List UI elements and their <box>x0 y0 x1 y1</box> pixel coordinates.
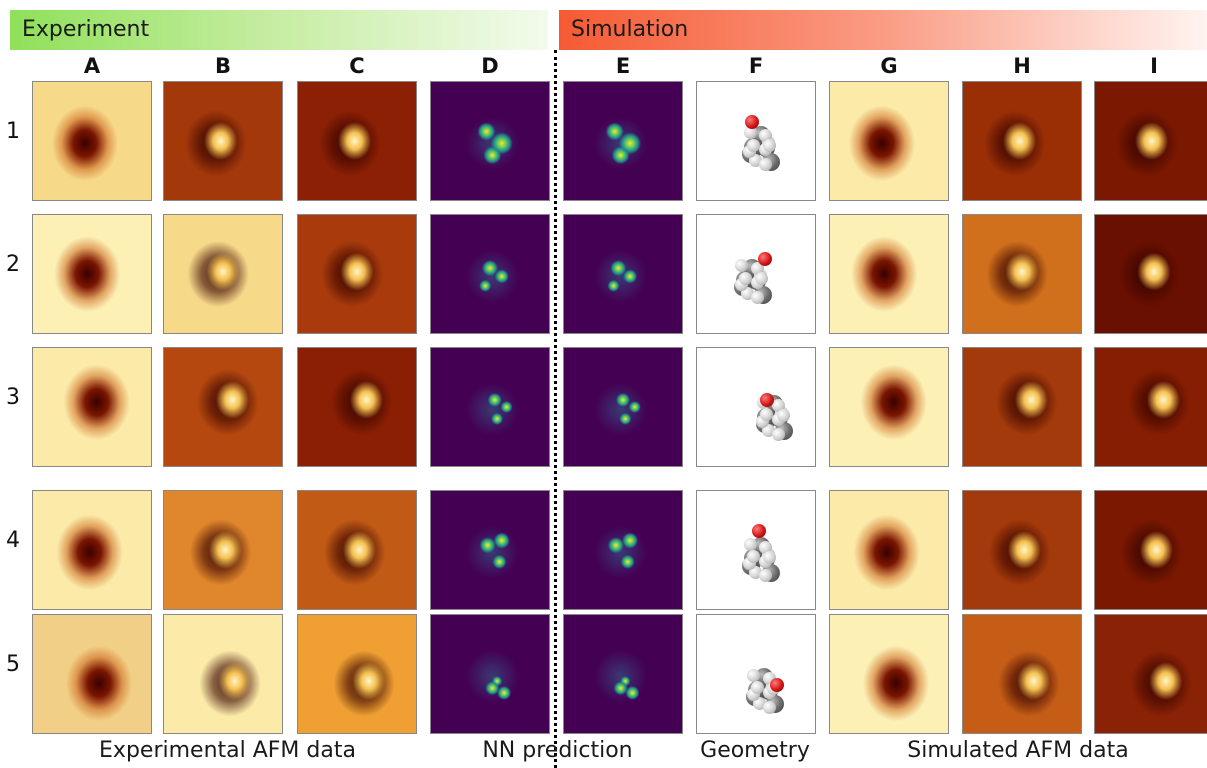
footer-experimental-afm: Experimental AFM data <box>99 738 356 763</box>
hydrogen-atom <box>759 540 773 554</box>
tile-d1 <box>430 81 550 201</box>
footer-nn-prediction: NN prediction <box>482 738 633 763</box>
hydrogen-atom <box>738 271 752 285</box>
hydrogen-atom <box>750 290 764 304</box>
column-label-d: D <box>481 54 499 78</box>
tile-e5 <box>563 614 683 734</box>
row-label-2: 2 <box>6 252 20 277</box>
tile-h5 <box>962 614 1082 734</box>
tile-a1 <box>32 81 152 201</box>
hydrogen-atom <box>747 550 761 564</box>
tile-i4 <box>1094 490 1207 610</box>
footer-geometry: Geometry <box>700 738 810 763</box>
tile-g2 <box>829 214 949 334</box>
tile-b5 <box>163 614 283 734</box>
hydrogen-atom <box>755 272 769 286</box>
tile-h4 <box>962 490 1082 610</box>
tile-i2 <box>1094 214 1207 334</box>
tile-b1 <box>163 81 283 201</box>
oxygen-atom <box>759 392 774 407</box>
tile-b3 <box>163 347 283 467</box>
hydrogen-atom <box>740 287 754 301</box>
tile-d5 <box>430 614 550 734</box>
column-label-i: I <box>1150 54 1158 78</box>
tile-e3 <box>563 347 683 467</box>
tile-d4 <box>430 490 550 610</box>
tile-c2 <box>297 214 417 334</box>
hydrogen-atom <box>758 569 772 583</box>
hydrogen-atom <box>763 139 777 153</box>
tile-c4 <box>297 490 417 610</box>
tile-f5 <box>696 614 816 734</box>
hydrogen-atom <box>735 259 749 273</box>
tile-d2 <box>430 214 550 334</box>
oxygen-atom <box>745 114 760 129</box>
hydrogen-atom <box>772 427 786 441</box>
hydrogen-atom <box>747 138 761 152</box>
tile-d3 <box>430 347 550 467</box>
oxygen-atom <box>758 252 773 267</box>
simulation-banner: Simulation <box>559 10 1207 50</box>
tile-e1 <box>563 81 683 201</box>
row-label-4: 4 <box>6 528 20 553</box>
tile-f2 <box>696 214 816 334</box>
hydrogen-atom <box>747 668 761 682</box>
tile-h3 <box>962 347 1082 467</box>
tile-i3 <box>1094 347 1207 467</box>
hydrogen-atom <box>758 157 772 171</box>
tile-i5 <box>1094 614 1207 734</box>
tile-c3 <box>297 347 417 467</box>
footer-simulated-afm: Simulated AFM data <box>907 738 1129 763</box>
column-label-e: E <box>615 54 631 78</box>
tile-a2 <box>32 214 152 334</box>
tile-b2 <box>163 214 283 334</box>
column-label-f: F <box>748 54 764 78</box>
tile-c5 <box>297 614 417 734</box>
tile-f4 <box>696 490 816 610</box>
tile-g3 <box>829 347 949 467</box>
hydrogen-atom <box>762 700 776 714</box>
tile-a3 <box>32 347 152 467</box>
oxygen-atom <box>770 677 785 692</box>
row-label-5: 5 <box>6 652 20 677</box>
column-label-b: B <box>214 54 231 78</box>
tile-f1 <box>696 81 816 201</box>
row-label-3: 3 <box>6 385 20 410</box>
tile-h2 <box>962 214 1082 334</box>
tile-e4 <box>563 490 683 610</box>
experiment-banner: Experiment <box>10 10 548 50</box>
tile-i1 <box>1094 81 1207 201</box>
hydrogen-atom <box>763 550 777 564</box>
tile-e2 <box>563 214 683 334</box>
hydrogen-atom <box>743 126 757 140</box>
column-label-a: A <box>83 54 101 78</box>
hydrogen-atom <box>749 154 763 168</box>
hydrogen-atom <box>772 398 786 412</box>
tile-f3 <box>696 347 816 467</box>
hydrogen-atom <box>750 681 764 695</box>
tile-g4 <box>829 490 949 610</box>
tile-g5 <box>829 614 949 734</box>
experiment-simulation-divider <box>554 50 557 768</box>
tile-b4 <box>163 490 283 610</box>
tile-g1 <box>829 81 949 201</box>
tile-a5 <box>32 614 152 734</box>
tile-h1 <box>962 81 1082 201</box>
tile-c1 <box>297 81 417 201</box>
column-label-h: H <box>1013 54 1031 78</box>
hydrogen-atom <box>776 408 790 422</box>
column-label-c: C <box>349 54 365 78</box>
hydrogen-atom <box>759 129 773 143</box>
hydrogen-atom <box>762 424 776 438</box>
row-label-1: 1 <box>6 119 20 144</box>
column-label-g: G <box>880 54 898 78</box>
hydrogen-atom <box>743 537 757 551</box>
hydrogen-atom <box>760 408 774 422</box>
tile-a4 <box>32 490 152 610</box>
hydrogen-atom <box>750 262 764 276</box>
oxygen-atom <box>752 523 767 538</box>
